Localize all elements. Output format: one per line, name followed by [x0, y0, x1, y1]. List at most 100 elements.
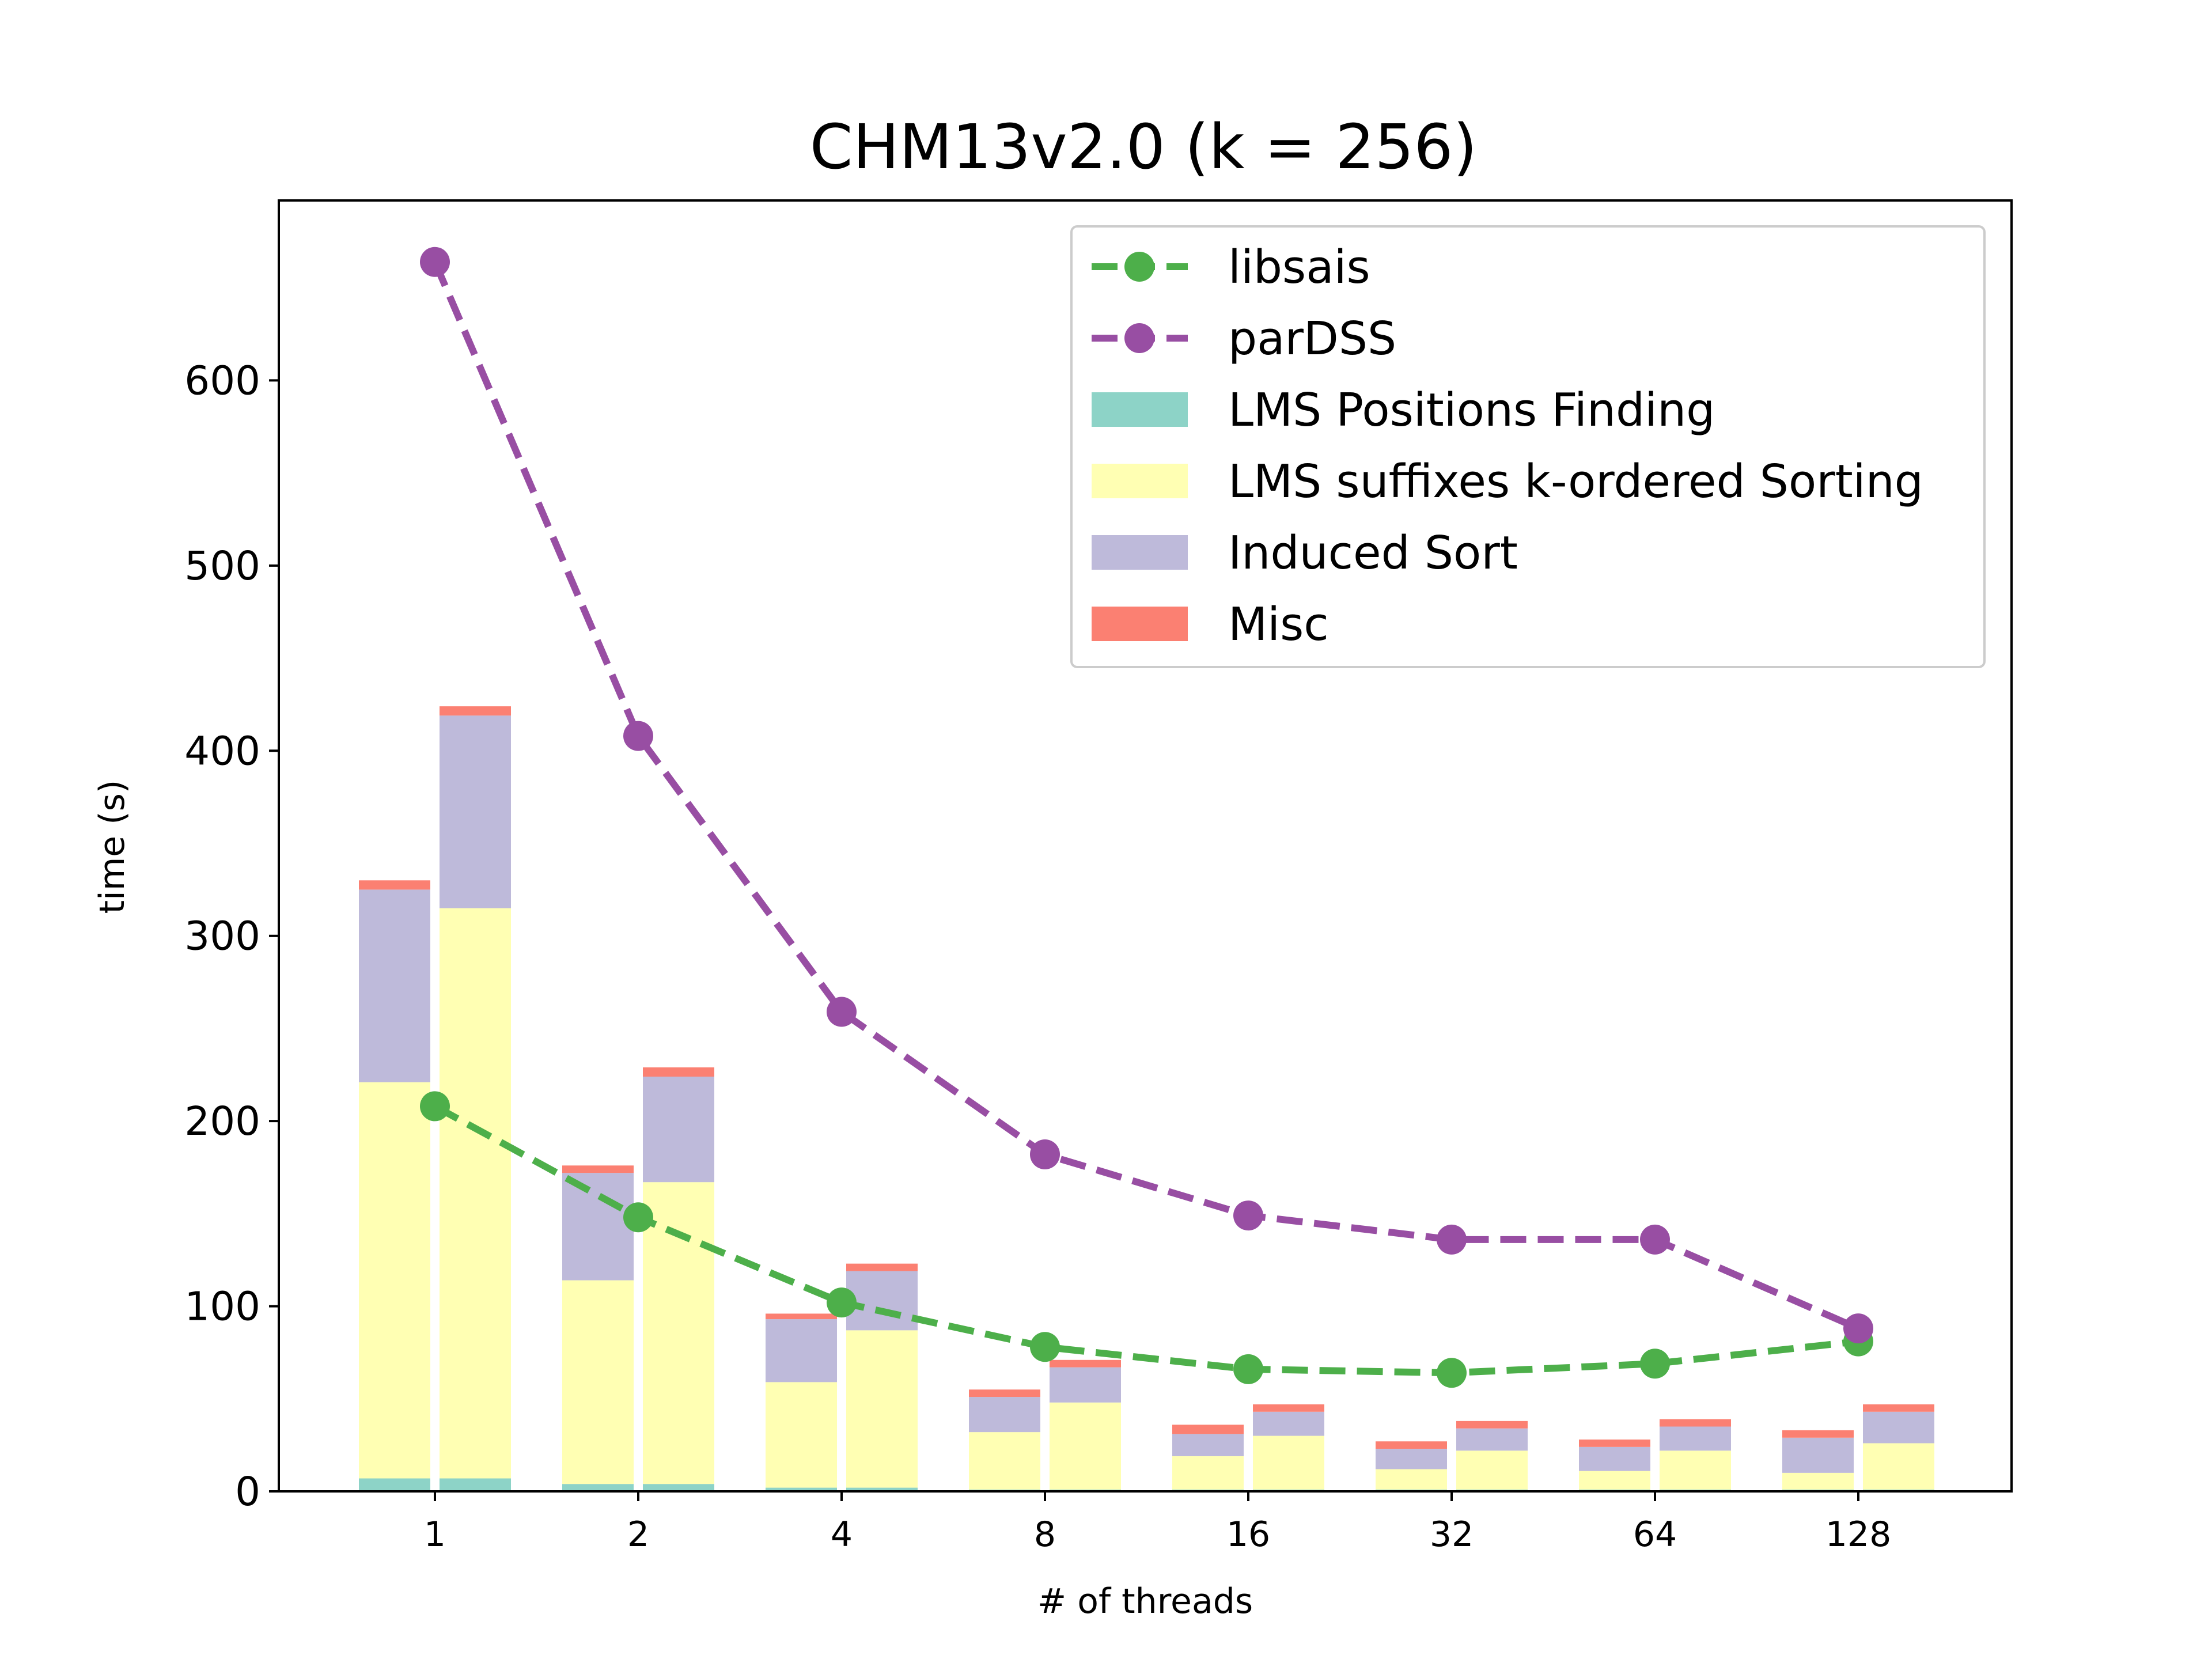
legend-label-libsais: libsais	[1228, 241, 1370, 294]
point-pardss-128	[1843, 1313, 1873, 1344]
point-libsais-2	[623, 1202, 653, 1233]
bar-right-induced-sort-128	[1863, 1411, 1934, 1444]
bar-left-lms-positions-finding-2	[562, 1484, 634, 1491]
legend-swatch-lms-suffixes-k-ordered-sorting	[1092, 464, 1188, 498]
bar-right-lms-positions-finding-2	[643, 1484, 714, 1491]
point-pardss-8	[1030, 1139, 1060, 1169]
bar-left-lms-suffixes-k-ordered-sorting-1	[359, 1082, 430, 1479]
x-tick-label-128: 128	[1825, 1514, 1892, 1555]
x-tick-label-2: 2	[627, 1514, 649, 1555]
bar-left-induced-sort-32	[1376, 1449, 1447, 1469]
x-tick-label-64: 64	[1633, 1514, 1677, 1555]
point-pardss-2	[623, 721, 653, 751]
x-tick-label-32: 32	[1430, 1514, 1474, 1555]
bar-right-induced-sort-4	[846, 1271, 918, 1331]
bar-left-induced-sort-64	[1579, 1446, 1650, 1471]
legend-marker-libsais	[1124, 252, 1154, 282]
x-axis-label: # of threads	[1037, 1581, 1253, 1622]
legend-label-misc: Misc	[1228, 598, 1329, 651]
point-libsais-32	[1437, 1358, 1467, 1388]
x-tick-label-8: 8	[1034, 1514, 1056, 1555]
bar-left-lms-suffixes-k-ordered-sorting-64	[1579, 1471, 1650, 1490]
bar-right-misc-128	[1863, 1404, 1934, 1412]
y-tick-label-100: 100	[184, 1284, 260, 1330]
point-libsais-4	[827, 1287, 857, 1318]
y-tick-label-0: 0	[235, 1469, 260, 1515]
x-tick-label-4: 4	[831, 1514, 853, 1555]
point-libsais-8	[1030, 1332, 1060, 1362]
point-pardss-64	[1640, 1224, 1670, 1255]
bar-left-lms-positions-finding-1	[359, 1478, 430, 1491]
bar-right-lms-suffixes-k-ordered-sorting-128	[1863, 1443, 1934, 1490]
legend-swatch-misc	[1092, 607, 1188, 641]
y-axis: 0 100 200 300 400 500 600	[184, 358, 279, 1515]
x-tick-label-16: 16	[1226, 1514, 1270, 1555]
bar-left-lms-suffixes-k-ordered-sorting-4	[766, 1382, 837, 1488]
line-pardss	[431, 260, 1860, 1332]
legend-label-lms-positions-finding: LMS Positions Finding	[1228, 384, 1715, 437]
legend-swatch-lms-positions-finding	[1092, 392, 1188, 427]
bar-left-induced-sort-4	[766, 1319, 837, 1382]
bar-right-induced-sort-8	[1050, 1367, 1121, 1403]
legend-swatch-induced-sort	[1092, 535, 1188, 570]
bar-right-misc-8	[1050, 1359, 1121, 1368]
point-pardss-4	[827, 997, 857, 1027]
bar-left-misc-64	[1579, 1439, 1650, 1447]
bar-left-misc-8	[969, 1389, 1040, 1397]
bar-right-lms-suffixes-k-ordered-sorting-16	[1253, 1435, 1324, 1490]
bar-left-misc-128	[1782, 1430, 1854, 1438]
bar-right-lms-suffixes-k-ordered-sorting-32	[1456, 1450, 1528, 1490]
bar-right-misc-64	[1660, 1419, 1731, 1427]
bar-right-lms-suffixes-k-ordered-sorting-8	[1050, 1402, 1121, 1490]
bar-right-induced-sort-64	[1660, 1426, 1731, 1451]
bar-right-lms-suffixes-k-ordered-sorting-4	[846, 1330, 918, 1488]
bar-left-lms-suffixes-k-ordered-sorting-2	[562, 1280, 634, 1484]
bar-right-lms-suffixes-k-ordered-sorting-1	[440, 908, 511, 1479]
bar-left-lms-suffixes-k-ordered-sorting-32	[1376, 1469, 1447, 1490]
bar-right-lms-positions-finding-1	[440, 1478, 511, 1491]
bar-left-misc-32	[1376, 1441, 1447, 1449]
y-tick-label-600: 600	[184, 358, 260, 404]
bar-left-induced-sort-128	[1782, 1437, 1854, 1473]
x-tick-label-1: 1	[424, 1514, 446, 1555]
bar-right-misc-1	[440, 706, 511, 716]
bar-right-induced-sort-2	[643, 1076, 714, 1183]
bar-right-induced-sort-16	[1253, 1411, 1324, 1436]
bar-left-misc-4	[766, 1313, 837, 1320]
plot-frame	[278, 199, 2013, 1493]
bar-left-induced-sort-1	[359, 889, 430, 1082]
bar-left-misc-1	[359, 880, 430, 890]
bar-left-induced-sort-16	[1172, 1434, 1244, 1456]
bar-right-induced-sort-32	[1456, 1428, 1528, 1451]
legend-marker-pardss	[1124, 323, 1154, 353]
legend-box	[1070, 225, 1986, 668]
y-tick-label-500: 500	[184, 543, 260, 589]
y-tick-label-400: 400	[184, 728, 260, 774]
bar-right-misc-32	[1456, 1421, 1528, 1429]
point-libsais-1	[420, 1091, 450, 1122]
y-tick-label-200: 200	[184, 1099, 260, 1145]
point-libsais-64	[1640, 1349, 1670, 1379]
point-pardss-32	[1437, 1224, 1467, 1255]
legend-label-lms-suffixes-k-ordered-sorting: LMS suffixes k-ordered Sorting	[1228, 455, 1923, 508]
bars	[359, 706, 1934, 1491]
bar-left-misc-2	[562, 1165, 634, 1173]
bar-right-misc-2	[643, 1067, 714, 1077]
bar-left-induced-sort-8	[969, 1397, 1040, 1433]
legend: libsais parDSS LMS Positions Finding LMS su…	[1070, 225, 1986, 668]
line-libsais	[433, 1103, 1859, 1377]
bar-right-induced-sort-1	[440, 715, 511, 908]
chart-title: CHM13v2.0 (k = 256)	[810, 112, 1478, 183]
point-pardss-1	[420, 247, 450, 277]
y-axis-label: time (s)	[92, 780, 132, 914]
bar-right-misc-4	[846, 1263, 918, 1271]
x-axis: 1 2 4 8 16 32 64 128	[424, 1491, 1891, 1555]
series-lines	[420, 247, 1873, 1388]
point-pardss-16	[1233, 1200, 1263, 1231]
bar-left-lms-suffixes-k-ordered-sorting-16	[1172, 1456, 1244, 1490]
bar-left-misc-16	[1172, 1425, 1244, 1434]
bar-left-induced-sort-2	[562, 1173, 634, 1281]
point-libsais-16	[1233, 1354, 1263, 1384]
legend-label-induced-sort: Induced Sort	[1228, 527, 1518, 579]
